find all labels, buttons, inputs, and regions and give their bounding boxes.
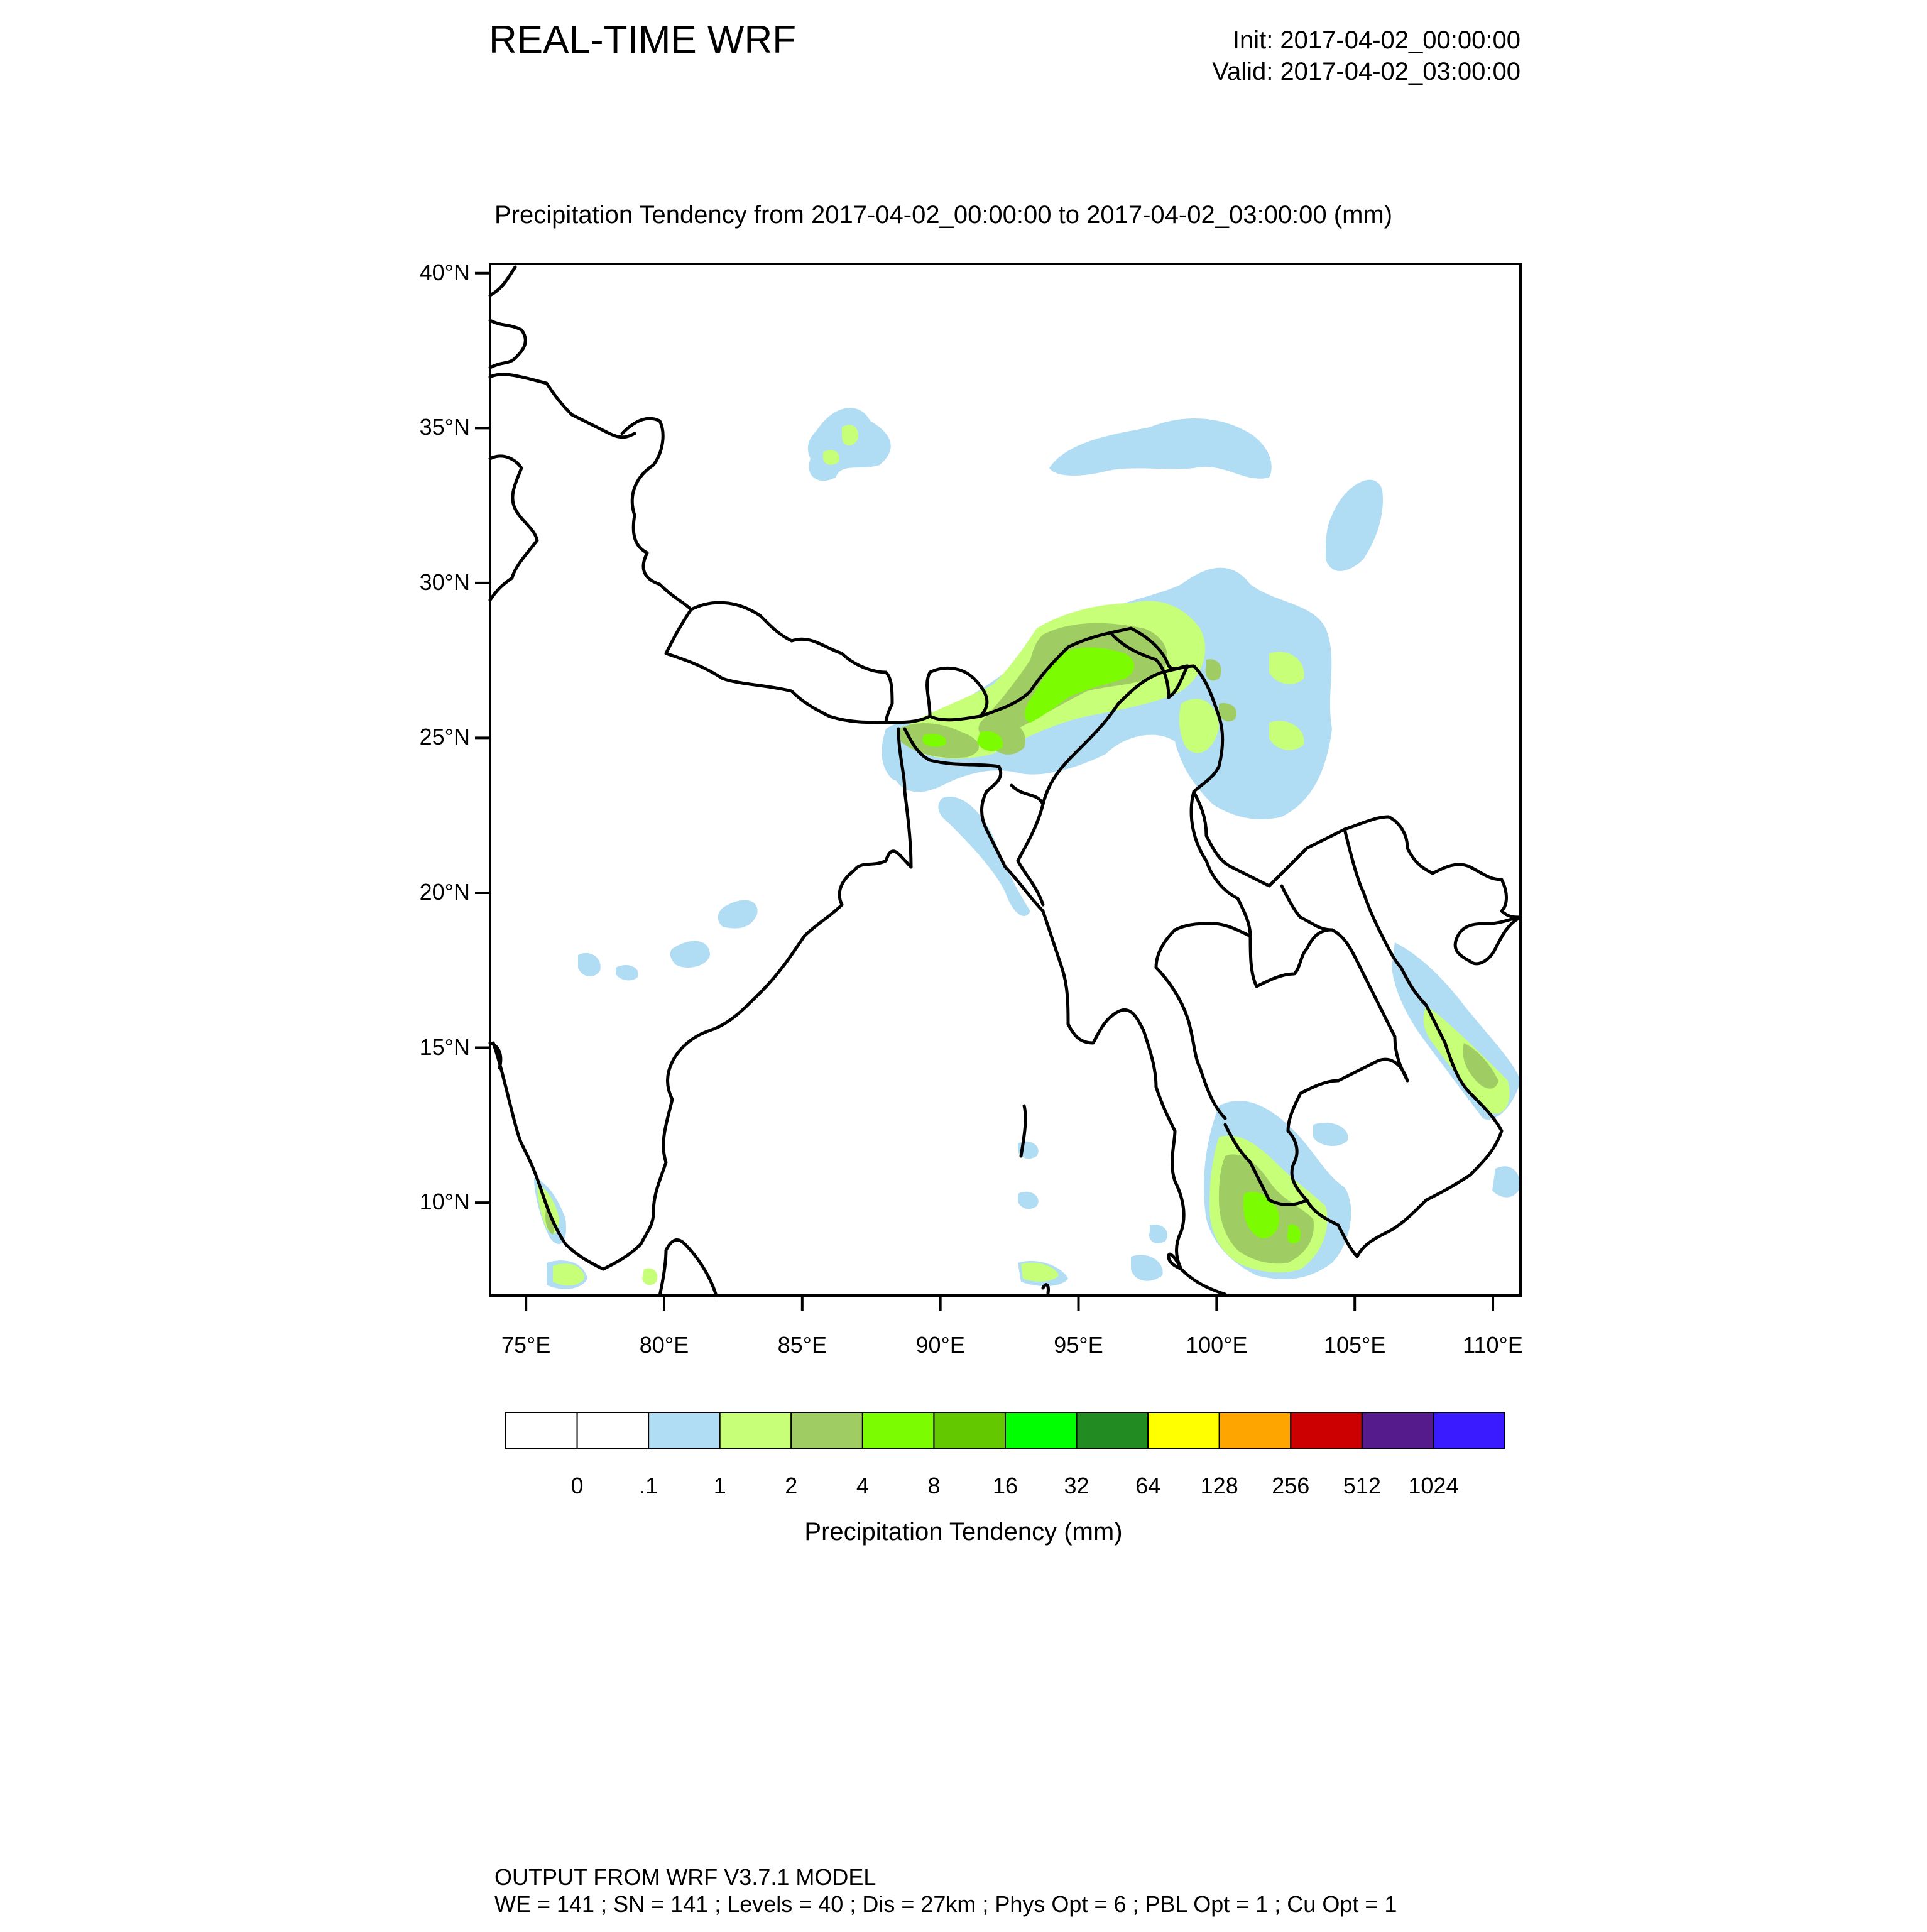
lon-label: 105°E [1323, 1332, 1386, 1358]
colorbar [505, 1412, 1505, 1449]
footer-config: WE = 141 ; SN = 141 ; Levels = 40 ; Dis … [494, 1891, 1397, 1917]
lon-label: 85°E [777, 1332, 827, 1358]
axis-ticks [475, 271, 1495, 1311]
colorbar-level-label: 16 [992, 1473, 1018, 1498]
colorbar-level-label: 1024 [1408, 1473, 1459, 1498]
lat-label: 10°N [419, 1189, 470, 1215]
colorbar-level-label: 32 [1064, 1473, 1089, 1498]
lat-label: 30°N [419, 569, 470, 595]
colorbar-level-label: 8 [927, 1473, 941, 1498]
precip-level-4 [922, 647, 1301, 1244]
lat-label: 25°N [419, 724, 470, 750]
colorbar-swatch [1147, 1412, 1220, 1449]
lon-label: 95°E [1054, 1332, 1103, 1358]
lon-label: 90°E [915, 1332, 965, 1358]
lon-label: 100°E [1186, 1332, 1248, 1358]
precipitation-shading [534, 408, 1520, 1289]
colorbar-swatch [1218, 1412, 1292, 1449]
colorbar-level-label: 256 [1272, 1473, 1310, 1498]
lon-label: 75°E [501, 1332, 551, 1358]
lat-label: 20°N [419, 878, 470, 905]
lon-label: 110°E [1463, 1332, 1523, 1358]
colorbar-level-label: 1 [713, 1473, 726, 1498]
colorbar-swatch [505, 1412, 578, 1449]
colorbar-level-label: 512 [1343, 1473, 1381, 1498]
lat-label: 15°N [419, 1034, 470, 1060]
colorbar-level-label: 4 [856, 1473, 869, 1498]
coastlines-borders [488, 265, 1522, 1297]
colorbar-level-label: 2 [785, 1473, 798, 1498]
colorbar-swatch [1361, 1412, 1434, 1449]
colorbar-swatch [719, 1412, 792, 1449]
colorbar-level-label: 128 [1200, 1473, 1238, 1498]
map-subtitle: Precipitation Tendency from 2017-04-02_0… [494, 201, 1393, 229]
colorbar-swatch [790, 1412, 863, 1449]
colorbar-swatch [1290, 1412, 1363, 1449]
colorbar-swatch [576, 1412, 650, 1449]
colorbar-swatch [861, 1412, 935, 1449]
init-time: Init: 2017-04-02_00:00:00 [1232, 26, 1520, 54]
map-panel [475, 263, 1522, 1311]
plot-title: REAL-TIME WRF [489, 18, 797, 62]
colorbar-swatch [648, 1412, 721, 1449]
map-border [489, 263, 1522, 1297]
colorbar-swatch [1076, 1412, 1149, 1449]
colorbar-level-label: .1 [639, 1473, 658, 1498]
lon-label: 80°E [639, 1332, 689, 1358]
colorbar-title: Precipitation Tendency (mm) [804, 1518, 1123, 1546]
lat-label: 40°N [419, 259, 470, 285]
colorbar-swatch [1433, 1412, 1505, 1449]
colorbar-level-label: 64 [1135, 1473, 1161, 1498]
valid-time: Valid: 2017-04-02_03:00:00 [1212, 58, 1520, 85]
colorbar-swatch [933, 1412, 1007, 1449]
lat-label: 35°N [419, 414, 470, 440]
colorbar-level-label: 0 [570, 1473, 584, 1498]
footer-model: OUTPUT FROM WRF V3.7.1 MODEL [494, 1864, 876, 1890]
colorbar-swatch [1005, 1412, 1078, 1449]
